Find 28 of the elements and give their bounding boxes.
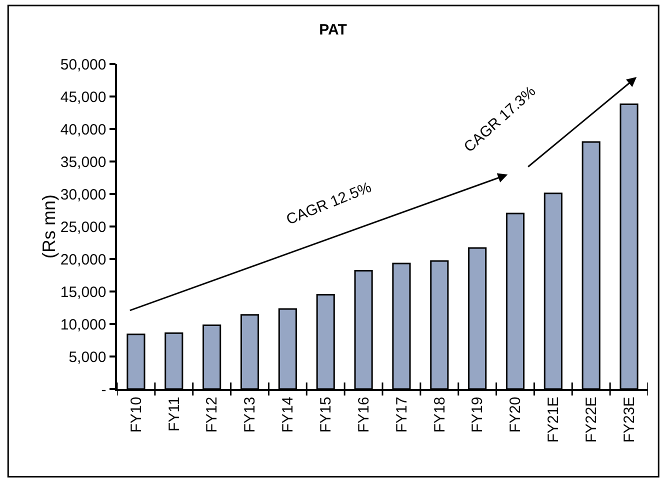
x-tick-label: FY22E (582, 396, 600, 443)
y-tick-label: - (101, 381, 106, 398)
x-tick-label: FY15 (317, 396, 334, 433)
x-tick-label: FY17 (393, 396, 410, 433)
y-tick-label: 45,000 (60, 88, 106, 106)
x-tick-label: FY14 (280, 396, 297, 433)
y-tick-label: 40,000 (60, 121, 106, 138)
x-tick-label: FY18 (431, 396, 448, 433)
y-tick-label: 25,000 (60, 218, 106, 236)
annotation: CAGR 12.5% (284, 178, 374, 228)
y-tick-label: 30,000 (60, 186, 106, 204)
x-tick-label: FY12 (204, 396, 221, 433)
y-tick-label: 50,000 (60, 56, 106, 74)
chart-title: PAT (319, 22, 347, 39)
x-tick-label: FY21E (545, 396, 562, 443)
y-tick-label: 35,000 (60, 154, 106, 171)
x-tick-label: FY23E (620, 396, 638, 443)
x-tick-label: FY20 (507, 396, 524, 433)
x-tick-label: FY13 (242, 396, 259, 433)
y-tick-label: 5,000 (68, 348, 106, 366)
x-tick-label: FY10 (128, 396, 145, 433)
x-tick-label: FY11 (166, 396, 183, 432)
y-tick-label: 15,000 (60, 284, 106, 301)
y-axis-title: (Rs mn) (39, 194, 60, 258)
x-tick-label: FY16 (355, 396, 372, 433)
y-tick-label: 20,000 (60, 251, 106, 268)
y-tick-label: 10,000 (60, 316, 106, 334)
x-tick-label: FY19 (469, 396, 486, 433)
